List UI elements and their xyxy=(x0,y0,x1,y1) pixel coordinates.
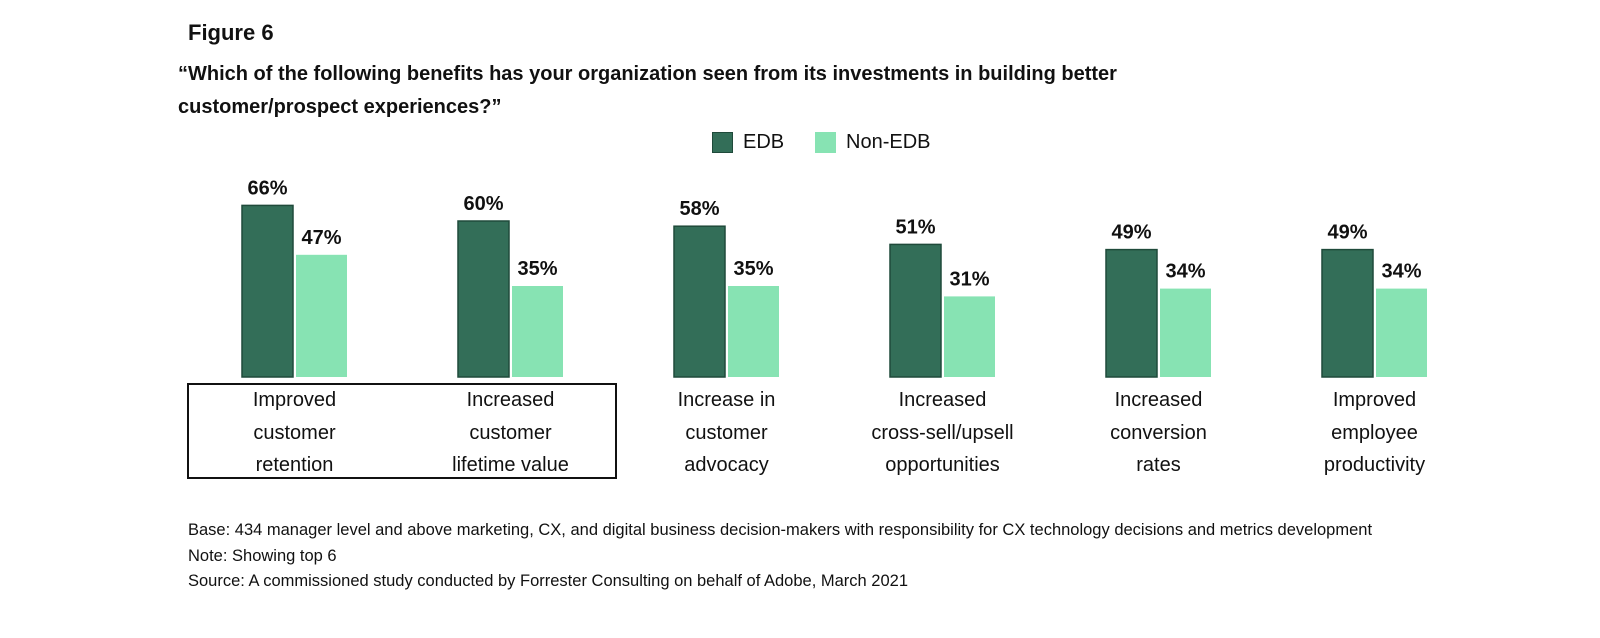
value-label-non-edb-5: 34% xyxy=(1381,261,1421,283)
value-label-edb-1: 60% xyxy=(463,193,503,215)
legend-item-edb: EDB xyxy=(712,126,784,158)
bar-non-edb-0 xyxy=(296,254,347,377)
legend-item-non-edb: Non-EDB xyxy=(815,126,930,158)
highlight-box xyxy=(187,383,617,479)
legend-label-non-edb: Non-EDB xyxy=(846,130,931,153)
footnote-base: Base: 434 manager level and above market… xyxy=(188,521,1373,539)
bar-non-edb-4 xyxy=(1160,288,1211,377)
legend-label-edb: EDB xyxy=(743,130,785,153)
figure-label: Figure 6 xyxy=(188,20,274,45)
bar-non-edb-2 xyxy=(728,286,779,377)
value-label-non-edb-2: 35% xyxy=(733,258,773,280)
value-label-non-edb-3: 31% xyxy=(949,268,989,290)
category-label-5: Improved employee productivity xyxy=(1323,389,1426,476)
footnote-source: Source: A commissioned study conducted b… xyxy=(188,572,908,590)
value-label-non-edb-0: 47% xyxy=(301,227,341,249)
value-label-edb-4: 49% xyxy=(1111,222,1151,244)
footnotes: Base: 434 manager level and above market… xyxy=(188,518,1508,595)
category-label-4: Increased conversion rates xyxy=(1110,389,1207,476)
chart-question: “Which of the following benefits has you… xyxy=(178,63,1117,118)
bar-chart: 66% 47% 60% 35% 58% 35% 51% 31% 49% 34% 49% 34% xyxy=(241,177,1427,378)
footnote-note: Note: Showing top 6 xyxy=(188,546,337,565)
bar-edb-5 xyxy=(1321,248,1374,378)
category-label-3: Increased cross-sell/upsell opportunitie… xyxy=(871,389,1014,476)
legend-swatch-edb xyxy=(712,131,733,153)
value-label-edb-0: 66% xyxy=(247,177,287,199)
value-label-edb-5: 49% xyxy=(1327,222,1367,244)
category-label-2: Increase in customer advocacy xyxy=(677,389,776,476)
value-label-non-edb-1: 35% xyxy=(517,258,557,280)
bar-edb-4 xyxy=(1105,248,1158,378)
legend-swatch-non-edb xyxy=(815,131,836,153)
value-label-non-edb-4: 34% xyxy=(1165,261,1205,283)
bar-edb-3 xyxy=(889,243,942,378)
category-label-0: Improved customer retention xyxy=(252,389,337,476)
bar-non-edb-3 xyxy=(944,296,995,377)
bar-non-edb-1 xyxy=(512,286,563,377)
bar-edb-0 xyxy=(241,204,294,378)
category-label-1: Increased customer lifetime value xyxy=(452,389,569,476)
value-label-edb-3: 51% xyxy=(895,216,935,238)
bar-non-edb-5 xyxy=(1376,288,1427,377)
bar-edb-2 xyxy=(673,225,726,378)
bar-edb-1 xyxy=(457,220,510,378)
legend: EDB Non-EDB xyxy=(0,126,1600,158)
value-label-edb-2: 58% xyxy=(679,198,719,220)
